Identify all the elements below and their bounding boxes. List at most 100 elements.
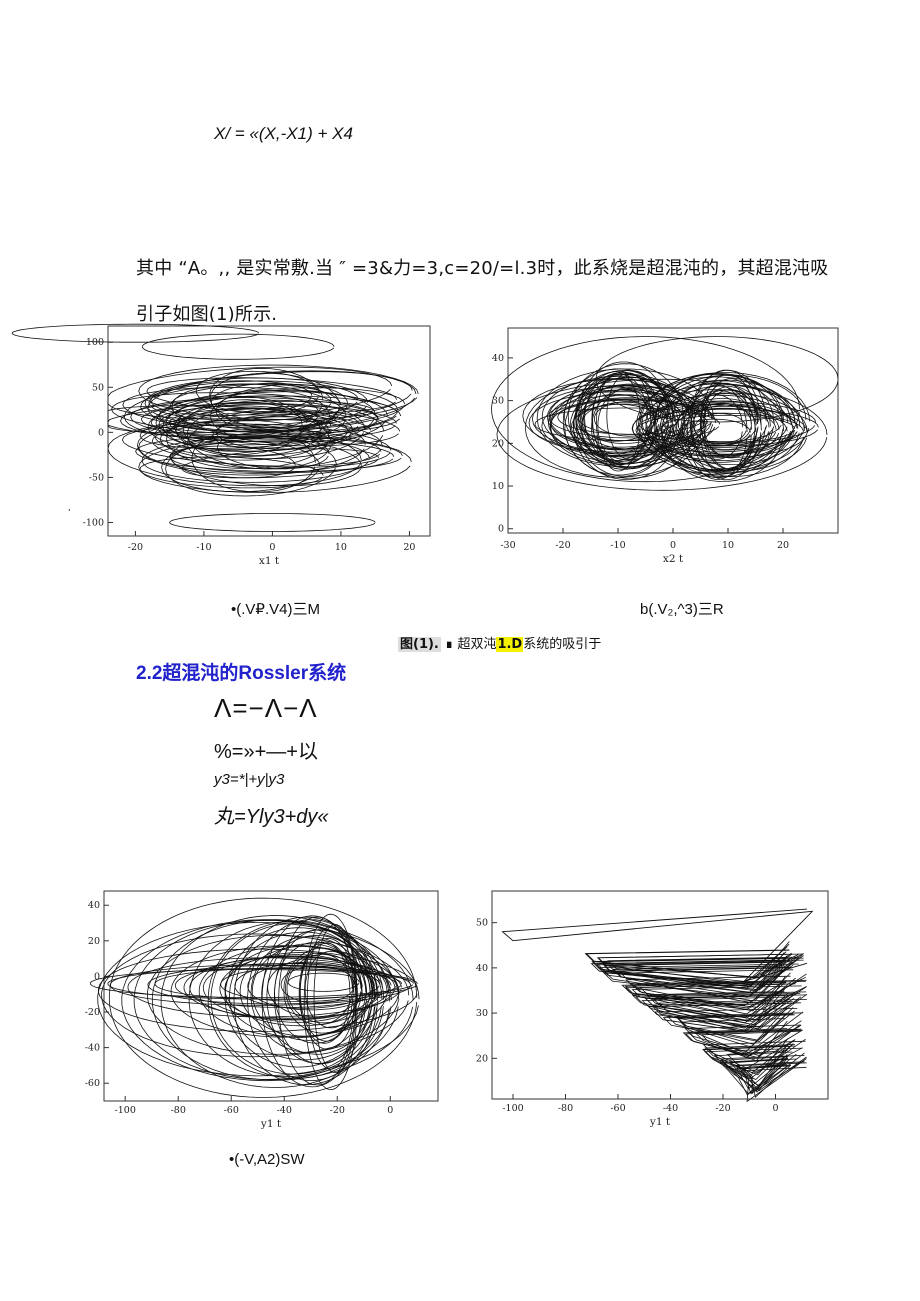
plot-c-loop	[285, 952, 353, 1026]
plot-d-loop	[676, 1007, 788, 1045]
plot-d-loop	[646, 986, 807, 1022]
plot-a-ytick-label: 100	[86, 337, 104, 348]
plot-c-ytick-label: 40	[88, 900, 100, 911]
figure-caption-pre: 超双沌	[457, 637, 497, 652]
figure-caption-mark: ∎	[445, 637, 454, 652]
plot-b-ytick-label: 30	[492, 396, 504, 407]
plot-b-loop	[641, 389, 789, 456]
plot-c-loop	[146, 934, 400, 1055]
figure-caption: 图(1). ∎ 超双沌1.D系统的吸引于	[398, 633, 601, 652]
plot-d-loop	[713, 1044, 793, 1080]
figure-caption-highlight: 1.D	[496, 637, 524, 652]
plot-a-loop	[111, 392, 379, 436]
plot-c-loop	[109, 964, 411, 1006]
plot-d-loop	[743, 1062, 786, 1095]
plot-b-svg: -30 -20 -10 0 10 20 40 30 20 10 0 x2 t	[491, 327, 839, 565]
plot-b-loop	[647, 392, 808, 473]
plot-d-xtick-label: -40	[663, 1103, 678, 1114]
plot-a-ytick-label: -50	[89, 472, 104, 483]
plot-b-loop	[577, 398, 655, 442]
plot-c-loop	[170, 945, 400, 1038]
plot-d-xtick-label: 0	[772, 1103, 778, 1114]
plot-a-loop	[146, 377, 398, 414]
plot-a-loop	[169, 383, 399, 433]
rossler-eq-3: y3=*|+y|y3	[214, 771, 285, 788]
plot-b-outer-loop	[595, 336, 839, 423]
plot-b-xtick-label: -30	[500, 540, 515, 551]
plot-a-loop	[165, 395, 320, 441]
plot-c-loop	[299, 937, 357, 1050]
plot-a-loop	[195, 370, 320, 414]
plot-b-loop	[573, 393, 658, 451]
paragraph-line-1: 其中 “A。,, 是实常敷.当 ″ =3&力=3,c=20/=l.3时，此系烧是…	[136, 258, 829, 279]
plot-a-loop	[123, 383, 342, 439]
plot-d-loop	[599, 955, 800, 994]
equation-x4: X/ = «(X,-X1) + X4	[214, 124, 353, 143]
plot-d-loop	[682, 1020, 802, 1057]
plot-d-xtick-label: -20	[715, 1103, 730, 1114]
plot-a-loop	[130, 397, 379, 440]
plot-b-loop	[534, 407, 721, 441]
plot-d-frame	[491, 890, 829, 1100]
plot-b-trajectory	[491, 336, 839, 491]
plot-b-loop	[597, 388, 656, 464]
plot-c-trajectory	[89, 897, 420, 1098]
plot-c-xtick-label: 0	[387, 1105, 393, 1116]
plot-b-loop	[645, 383, 796, 461]
plot-b-ytick-label: 10	[492, 481, 504, 492]
plot-c-xtick-label: -100	[115, 1105, 136, 1116]
plot-c-loop	[261, 915, 363, 1088]
plot-d-xtick-label: -80	[558, 1103, 573, 1114]
plot-d-xtick-label: -60	[610, 1103, 625, 1114]
plot-b-loop	[650, 379, 801, 474]
plot-a-xlabel: x1 t	[259, 555, 280, 567]
plot-a: -20 -10 0 10 20 100 50 0 -50 -100 x1 t	[11, 322, 440, 572]
plot-d-ytick-label: 30	[476, 1008, 488, 1019]
plot-d-loop	[735, 1059, 805, 1095]
plot-d-ytick-label: 40	[476, 963, 488, 974]
plot-d-loop	[677, 1010, 795, 1041]
plot-b-loop	[580, 386, 652, 461]
plot-d-loop	[708, 1039, 796, 1074]
plot-a-xtick-label: 20	[403, 542, 415, 553]
paragraph-line-2: 引子如图(1)所示.	[136, 304, 278, 325]
plot-a-loop	[154, 408, 353, 457]
plot-c-loop	[210, 923, 376, 1075]
plot-a-loop	[120, 395, 398, 439]
figure-caption-post: 系统的吸引于	[523, 637, 602, 652]
plot-d-loop	[684, 1029, 803, 1058]
plot-b-xtick-label: -20	[555, 540, 570, 551]
plot-a-loop	[147, 391, 388, 452]
plot-c-loop	[89, 969, 414, 998]
plot-c-ytick-label: -60	[85, 1078, 100, 1089]
plot-a-loop	[161, 440, 321, 493]
plot-b-loop	[689, 370, 767, 471]
plot-b-ytick-label: 0	[498, 524, 504, 535]
plot-c-xtick-label: -40	[277, 1105, 292, 1116]
plot-c-svg: -100 -80 -60 -40 -20 0 40 20 0 -20 -40 -60 y1 t	[85, 890, 439, 1130]
plot-a-loop	[138, 435, 412, 493]
plot-a-loop	[139, 456, 324, 489]
rossler-eq-4: 丸=Yly3+dy«	[214, 806, 329, 828]
plot-d-outer-loop	[501, 908, 814, 983]
plot-c-xtick-label: -80	[171, 1105, 186, 1116]
plot-b-xtick-label: 10	[722, 540, 734, 551]
plot-a-loop	[141, 436, 370, 483]
plot-a-frame	[107, 325, 431, 537]
plot-b-loop	[548, 385, 690, 448]
plot-c-loop	[207, 920, 385, 1079]
plot-c-loop	[97, 948, 419, 1032]
plot-b-loop	[660, 414, 796, 443]
plot-c-xlabel: y1 t	[260, 1118, 282, 1130]
plot-c-loop	[183, 956, 396, 1019]
plot-d-trajectory	[501, 908, 814, 1103]
plot-b-loop	[591, 387, 670, 470]
plot-b-loop	[654, 374, 807, 466]
plot-d-svg: -100 -80 -60 -40 -20 0 50 40 30 20 y1 t	[476, 890, 829, 1128]
plot-d-loop	[603, 964, 794, 998]
plot-a-loop	[140, 371, 413, 427]
plot-b-xtick-label: 0	[670, 540, 676, 551]
plot-b-loop	[549, 387, 686, 465]
rossler-eq-1: Λ=−Λ−Λ	[214, 693, 318, 723]
